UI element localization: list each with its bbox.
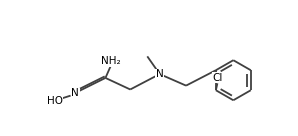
Text: N: N <box>156 69 164 79</box>
Text: HO: HO <box>46 96 63 106</box>
Text: NH₂: NH₂ <box>101 56 121 66</box>
Text: N: N <box>71 88 79 98</box>
Text: Cl: Cl <box>212 73 223 83</box>
